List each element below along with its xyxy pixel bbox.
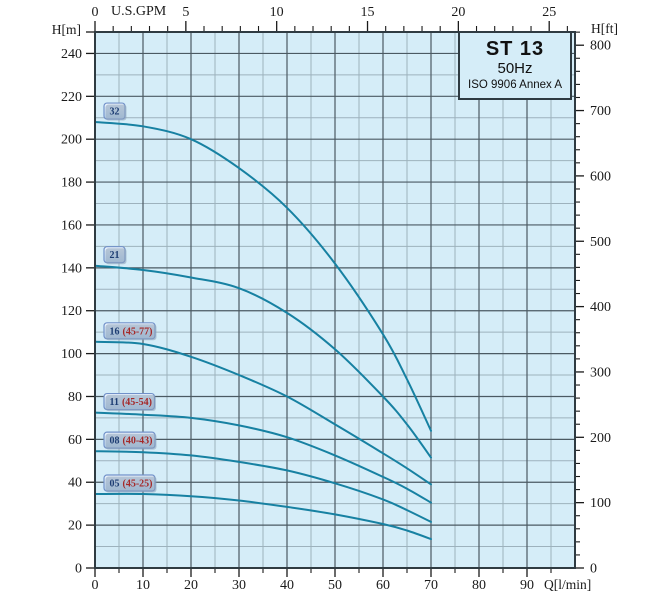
svg-text:160: 160 (61, 218, 82, 233)
bottom-axis-unit-label: Q[l/min] (544, 577, 592, 592)
svg-text:80: 80 (68, 390, 82, 405)
svg-text:30: 30 (232, 578, 246, 593)
frequency-label: 50Hz (497, 60, 533, 77)
title-box: ST 13 50Hz ISO 9906 Annex A (458, 31, 572, 100)
top-axis-unit-label: U.S.GPM (111, 4, 167, 19)
top-axis: 0 5 10 15 20 25 (92, 5, 568, 31)
svg-text:500: 500 (590, 235, 611, 250)
svg-text:700: 700 (590, 104, 611, 119)
svg-text:11(45-54): 11 (45-54) (110, 397, 152, 408)
right-axis: 0 100 200 300 400 500 600 700 800 (576, 31, 611, 577)
curve-16 (94, 340, 432, 486)
curve-08 (94, 450, 432, 523)
svg-text:20: 20 (68, 519, 82, 534)
svg-text:220: 220 (61, 90, 82, 105)
curve-label-11: 11 (45-54) (103, 392, 156, 412)
svg-text:20: 20 (451, 5, 465, 20)
svg-text:200: 200 (590, 431, 611, 446)
svg-text:240: 240 (61, 47, 82, 62)
svg-text:50: 50 (328, 578, 342, 593)
bottom-axis: 0 10 20 30 40 50 60 70 80 90 (92, 569, 552, 593)
svg-text:140: 140 (61, 261, 82, 276)
svg-text:600: 600 (590, 169, 611, 184)
curve-11 (94, 411, 432, 504)
svg-text:5: 5 (182, 5, 189, 20)
curve-32 (94, 121, 432, 432)
left-axis: 0 20 40 60 80 100 120 140 160 180 200 220 240 (61, 31, 94, 577)
svg-text:0: 0 (92, 578, 99, 593)
svg-text:40: 40 (68, 476, 82, 491)
left-axis-unit-label: H[m] (51, 22, 81, 37)
svg-text:80: 80 (472, 578, 486, 593)
svg-text:10: 10 (136, 578, 150, 593)
svg-text:0: 0 (92, 5, 99, 20)
svg-text:40: 40 (280, 578, 294, 593)
svg-text:20: 20 (184, 578, 198, 593)
curve-labels: 32 21 16 (45-77) 11 (45-54) 08 (40-43) 05 (45-25) (103, 102, 157, 493)
svg-text:300: 300 (590, 365, 611, 380)
plot-frame (94, 31, 576, 569)
curve-label-32: 32 (103, 102, 127, 121)
svg-text:400: 400 (590, 300, 611, 315)
curve-label-16: 16 (45-77) (103, 322, 157, 341)
svg-text:16(45-77): 16 (45-77) (110, 326, 153, 337)
svg-text:100: 100 (590, 496, 611, 511)
svg-text:100: 100 (61, 347, 82, 362)
page-title: ST 13 (485, 38, 545, 60)
standard-label: ISO 9906 Annex A (468, 79, 562, 91)
curve-label-05: 05 (45-25) (103, 474, 157, 493)
svg-text:120: 120 (61, 304, 82, 319)
curve-05 (94, 492, 432, 541)
curve-21 (94, 264, 432, 459)
pump-curves (94, 121, 432, 541)
svg-text:0: 0 (75, 562, 82, 577)
svg-text:60: 60 (68, 433, 82, 448)
svg-text:800: 800 (590, 39, 611, 54)
svg-text:180: 180 (61, 176, 82, 191)
curve-label-08: 08 (40-43) (103, 431, 157, 450)
curve-label-21: 21 (103, 246, 127, 265)
svg-text:08(40-43): 08 (40-43) (110, 436, 153, 447)
right-axis-unit-label: H[ft] (591, 21, 618, 36)
svg-text:0: 0 (590, 562, 597, 577)
svg-text:21: 21 (110, 250, 120, 261)
svg-text:32: 32 (110, 107, 120, 118)
svg-text:90: 90 (520, 578, 534, 593)
svg-text:60: 60 (376, 578, 390, 593)
svg-text:15: 15 (361, 5, 375, 20)
svg-text:05(45-25): 05 (45-25) (110, 479, 153, 490)
svg-text:25: 25 (542, 5, 556, 20)
svg-text:200: 200 (61, 133, 82, 148)
svg-text:70: 70 (424, 578, 438, 593)
svg-text:10: 10 (270, 5, 284, 20)
